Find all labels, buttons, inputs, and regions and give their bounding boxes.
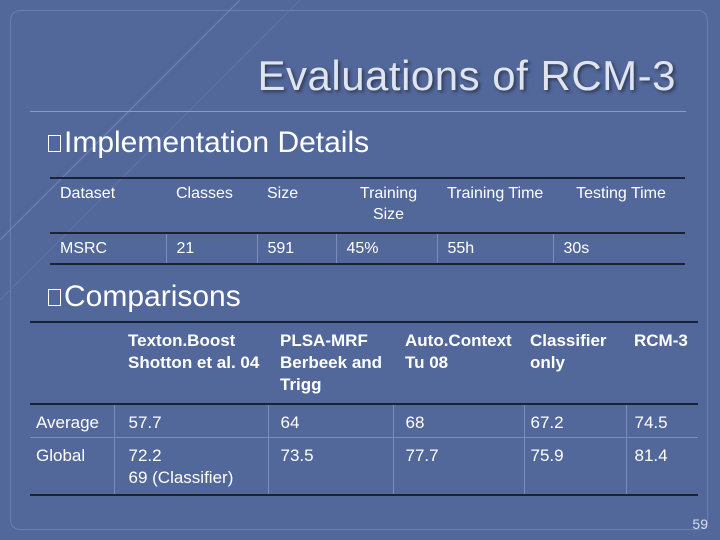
slide-title: Evaluations of RCM-3 [257, 52, 676, 99]
header-cell [30, 322, 114, 404]
table-cell: 73.5 [267, 437, 393, 495]
header-cell: Training Time [447, 185, 544, 202]
bullet-comparisons: Comparisons [48, 280, 241, 314]
table-cell: Global [30, 437, 114, 495]
page-number: 59 [692, 516, 708, 532]
header-cell: Size [267, 185, 299, 202]
table-cell: 45% [335, 232, 437, 264]
table-cell: 57.7 [113, 403, 268, 438]
table-cell: 72.2 69 (Classifier) [113, 437, 268, 495]
table-row: MSRC 21 591 45% 55h 30s [50, 232, 685, 264]
header-cell: Classes [176, 185, 233, 202]
header-cell: Auto.Context Tu 08 [405, 331, 512, 372]
table-row: Average 57.7 64 68 67.2 74.5 [30, 403, 698, 438]
table-cell: 21 [165, 232, 257, 264]
table-cell: 64 [267, 403, 393, 438]
table-cell: 67.2 [523, 403, 626, 438]
header-cell: RCM-3 [634, 331, 688, 350]
header-cell: Texton.Boost Shotton et al. 04 [128, 331, 260, 372]
bullet-text: Comparisons [64, 280, 241, 313]
table-cell: 68 [392, 403, 524, 438]
bullet-text: Implementation Details [64, 126, 370, 159]
title-divider [30, 111, 686, 112]
header-cell: Testing Time [576, 185, 666, 202]
table-cell: Average [30, 403, 114, 438]
table-header-row: Dataset Classes Size Training Size Train… [50, 178, 685, 233]
table-cell: 75.9 [523, 437, 626, 495]
bullet-box-icon [48, 134, 61, 152]
table-header-row: Texton.Boost Shotton et al. 04 PLSA-MRF … [30, 322, 698, 404]
implementation-table: Dataset Classes Size Training Size Train… [50, 177, 685, 265]
table-cell: 81.4 [625, 437, 698, 495]
table-cell: 55h [436, 232, 553, 264]
header-cell: Training Size [359, 185, 418, 223]
bullet-box-icon [48, 288, 61, 306]
table-cell: 74.5 [625, 403, 698, 438]
table-cell: 591 [256, 232, 336, 264]
header-cell: Classifier only [530, 331, 607, 372]
table-row: Global 72.2 69 (Classifier) 73.5 77.7 75… [30, 437, 698, 495]
slide-frame [10, 10, 708, 530]
table-cell: 30s [552, 232, 685, 264]
header-cell: PLSA-MRF Berbeek and Trigg [280, 331, 383, 394]
comparison-table: Texton.Boost Shotton et al. 04 PLSA-MRF … [30, 321, 698, 496]
header-cell: Dataset [60, 185, 116, 202]
table-cell: 77.7 [392, 437, 524, 495]
bullet-implementation: Implementation Details [48, 126, 369, 160]
table-cell: MSRC [50, 232, 166, 264]
